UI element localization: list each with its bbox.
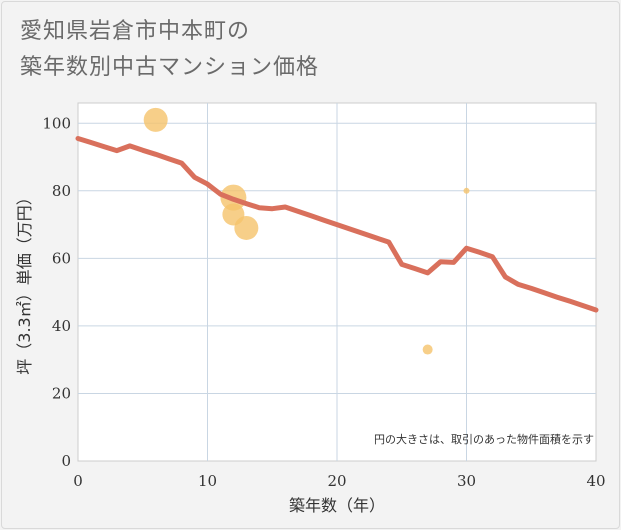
y-tick-label: 0 [61, 452, 71, 470]
y-tick-label: 100 [42, 114, 71, 132]
title-line-2: 築年数別中古マンション価格 [20, 55, 320, 80]
bubble-point [143, 107, 168, 132]
y-tick-label: 40 [52, 317, 71, 335]
chart-title: 愛知県岩倉市中本町の 築年数別中古マンション価格 [20, 14, 319, 86]
bubble-point [463, 187, 470, 194]
x-tick-label: 40 [586, 472, 605, 490]
tick-labels: 0 10 20 30 40 0 20 40 60 80 100 [42, 114, 605, 490]
trend-line [75, 136, 599, 313]
bubble-point [234, 215, 259, 240]
bubble-size-note: 円の大きさは、取引のあった物件面積を示す [374, 432, 594, 446]
bubble-point [422, 344, 433, 355]
trend-series [75, 136, 599, 313]
x-axis-label: 築年数（年） [289, 496, 385, 515]
y-tick-label: 20 [52, 384, 71, 402]
x-tick-label: 20 [327, 472, 346, 490]
y-axis-label: 坪（3.3㎡）単価（万円） [15, 189, 34, 374]
y-tick-label: 80 [52, 182, 71, 200]
title-line-1: 愛知県岩倉市中本町の [20, 19, 251, 44]
x-tick-label: 10 [198, 472, 217, 490]
y-tick-label: 60 [52, 249, 71, 267]
x-tick-label: 30 [457, 472, 476, 490]
x-tick-label: 0 [73, 472, 83, 490]
